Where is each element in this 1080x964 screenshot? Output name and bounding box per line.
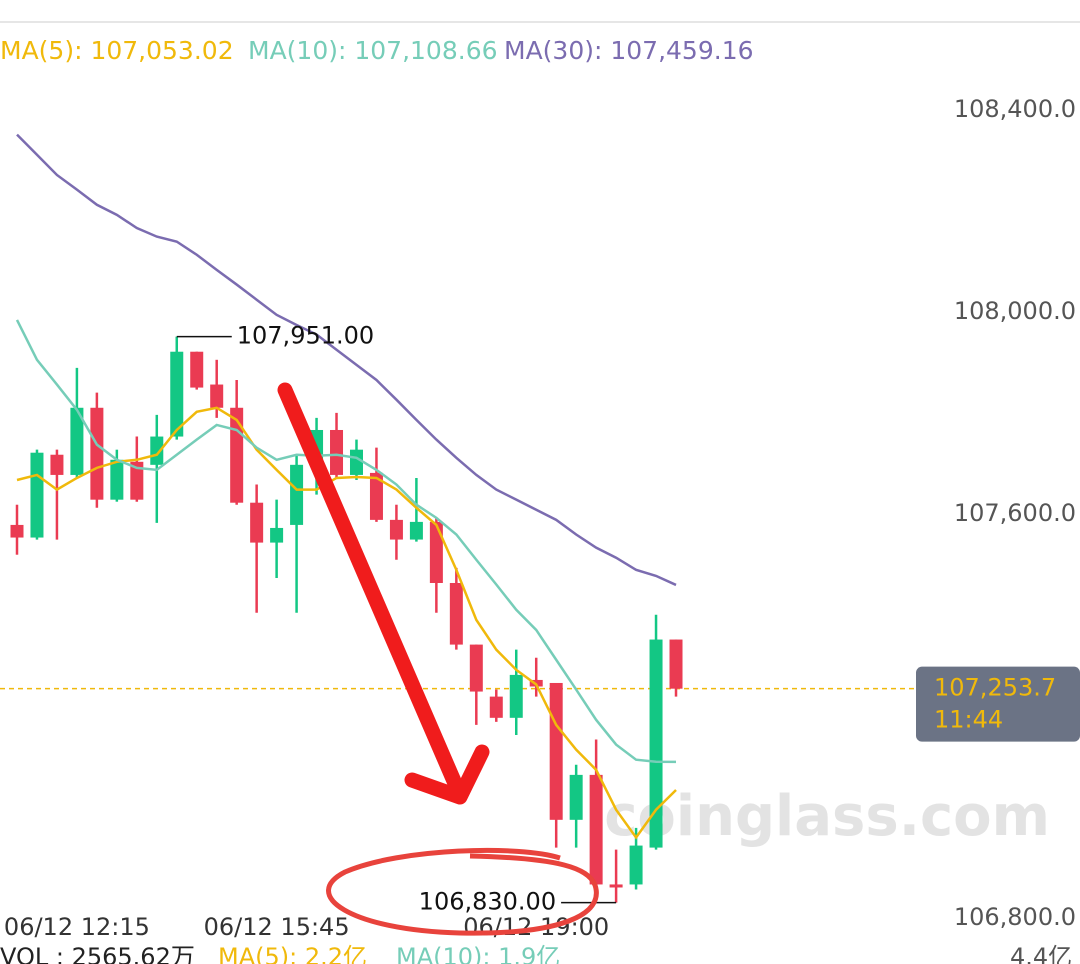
hand-drawn-arrow xyxy=(277,382,490,805)
price-label: 107,253.7 xyxy=(934,674,1056,702)
ma-line xyxy=(16,133,677,587)
volume-label: VOL : 2565.62万 xyxy=(0,943,195,964)
hand-drawn-circle xyxy=(326,847,599,936)
legend-ma10: MA(10): 107,108.66 xyxy=(248,36,498,65)
y-tick-label: 108,000.0 xyxy=(954,297,1076,325)
price-time: 11:44 xyxy=(934,706,1003,734)
watermark: coinglass.com xyxy=(604,784,1050,849)
candle-body xyxy=(290,464,304,525)
candle-body xyxy=(569,774,583,820)
candle-body xyxy=(369,472,383,520)
volume-max: 4.4亿 xyxy=(1010,943,1072,964)
ma-line xyxy=(16,406,677,840)
candle-body xyxy=(509,674,523,718)
candle-body xyxy=(30,452,44,538)
plot-area: 108,400.0 108,000.0 107,600.0 106,800.0 06/1… xyxy=(0,95,1076,941)
candle-body xyxy=(469,644,483,692)
y-tick-label: 106,800.0 xyxy=(954,903,1076,931)
candle-body xyxy=(10,524,24,538)
candle-body xyxy=(489,696,503,718)
candle-body xyxy=(609,884,623,888)
candle-body xyxy=(50,454,64,475)
candle-body xyxy=(389,519,403,540)
volume-ma10: MA(10): 1.9亿 xyxy=(396,943,560,964)
candle-body xyxy=(349,449,363,475)
candle-body xyxy=(130,461,144,500)
candle-body xyxy=(429,521,443,583)
candle-body xyxy=(210,384,224,408)
x-tick-label: 06/12 12:15 xyxy=(4,913,150,941)
ma-line xyxy=(15,319,677,764)
candle-body xyxy=(270,527,284,543)
volume-ma5: MA(5): 2.2亿 xyxy=(218,943,367,964)
x-tick-label: 06/12 15:45 xyxy=(204,913,350,941)
candle-body xyxy=(150,436,164,465)
candle-body xyxy=(190,351,204,388)
candle-body xyxy=(589,774,603,885)
high-label: 107,951.00 xyxy=(237,322,374,350)
candle-body xyxy=(629,845,643,885)
legend-ma5: MA(5): 107,053.02 xyxy=(0,36,234,65)
y-tick-label: 108,400.0 xyxy=(954,95,1076,123)
candle-body xyxy=(90,407,104,500)
candle-body xyxy=(409,521,423,540)
y-tick-label: 107,600.0 xyxy=(954,499,1076,527)
legend-ma30: MA(30): 107,459.16 xyxy=(504,36,754,65)
candle-body xyxy=(110,459,124,500)
candle-body xyxy=(669,639,683,689)
candle-body xyxy=(170,351,184,437)
low-label: 106,830.00 xyxy=(419,888,556,916)
price-box xyxy=(916,666,1080,742)
candle-body xyxy=(250,502,264,543)
candle-body xyxy=(549,682,563,820)
candle-body xyxy=(70,407,84,475)
candle-body xyxy=(449,582,463,645)
candle-body xyxy=(649,639,663,848)
candle-body xyxy=(330,429,344,475)
